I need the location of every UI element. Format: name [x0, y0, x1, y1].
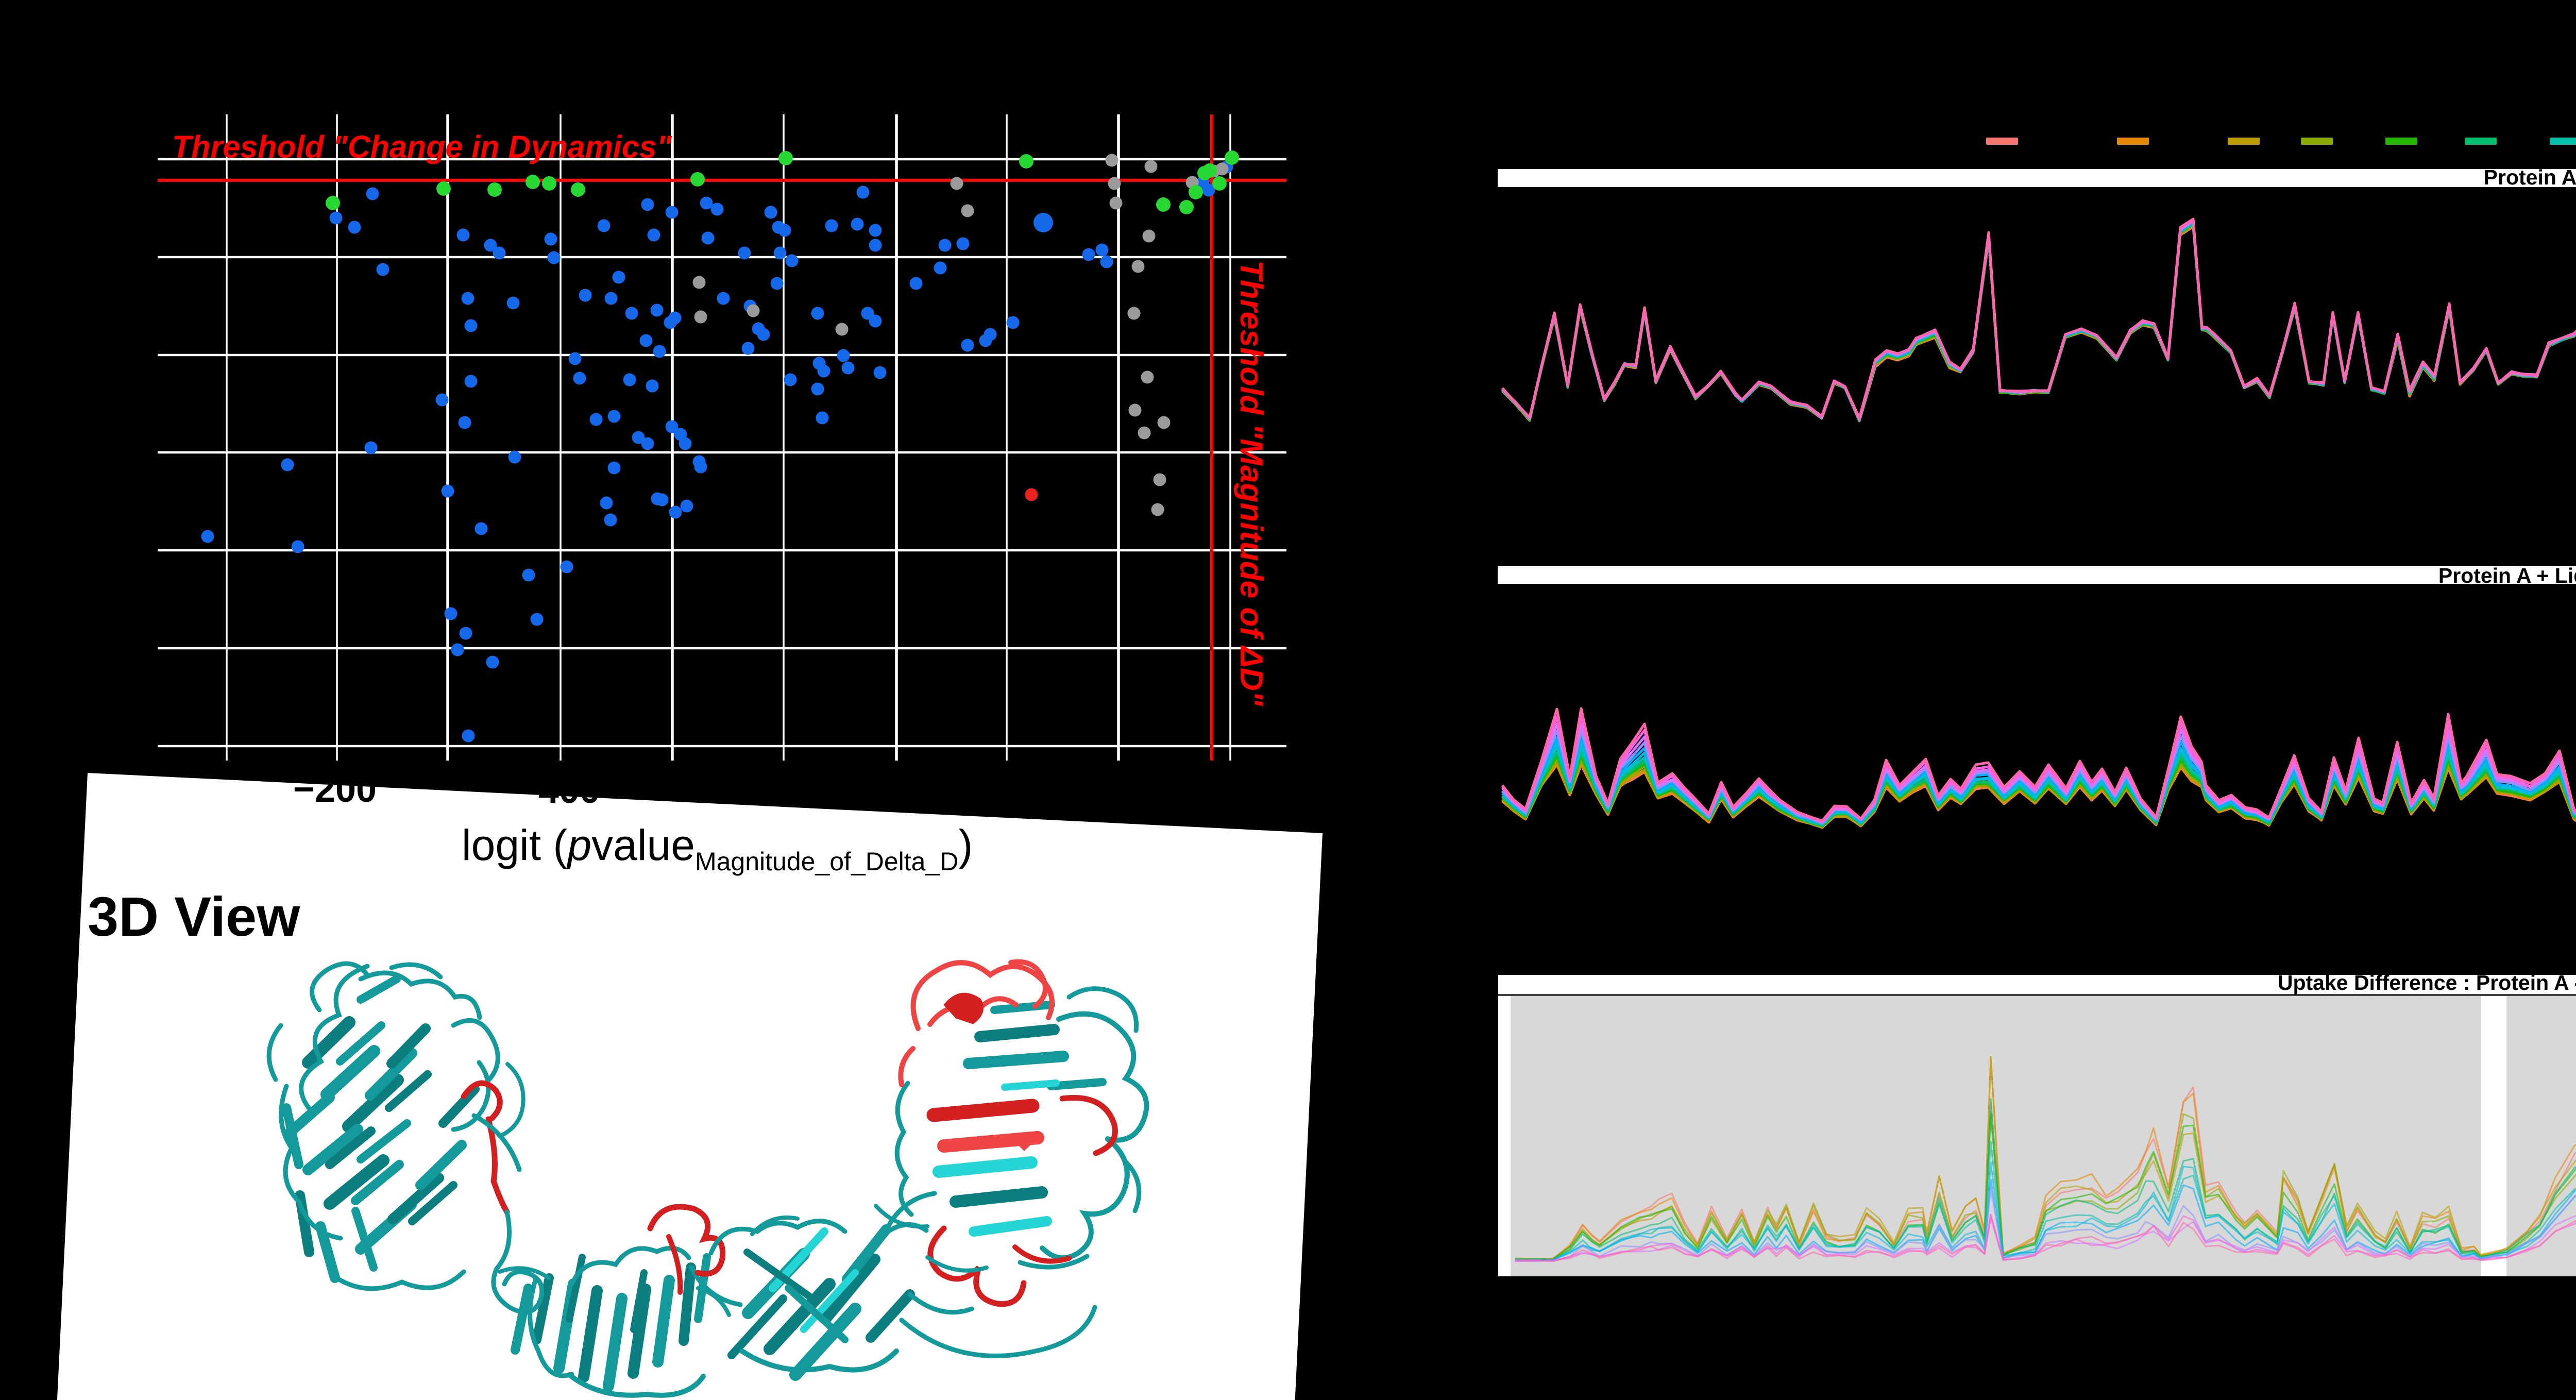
svg-text:Protein A: Protein A — [2484, 165, 2576, 189]
svg-text:Threshold "Change in Dynamics": Threshold "Change in Dynamics" — [172, 129, 672, 164]
svg-text:Protein A + Ligand: Protein A + Ligand — [2438, 564, 2576, 587]
svg-text:Uptake Difference : Protein A: Uptake Difference : Protein A - (Protein… — [2278, 971, 2576, 994]
svg-text:Threshold "Magnitude of ΔD": Threshold "Magnitude of ΔD" — [1233, 260, 1269, 707]
svg-text:3D View: 3D View — [88, 885, 300, 948]
